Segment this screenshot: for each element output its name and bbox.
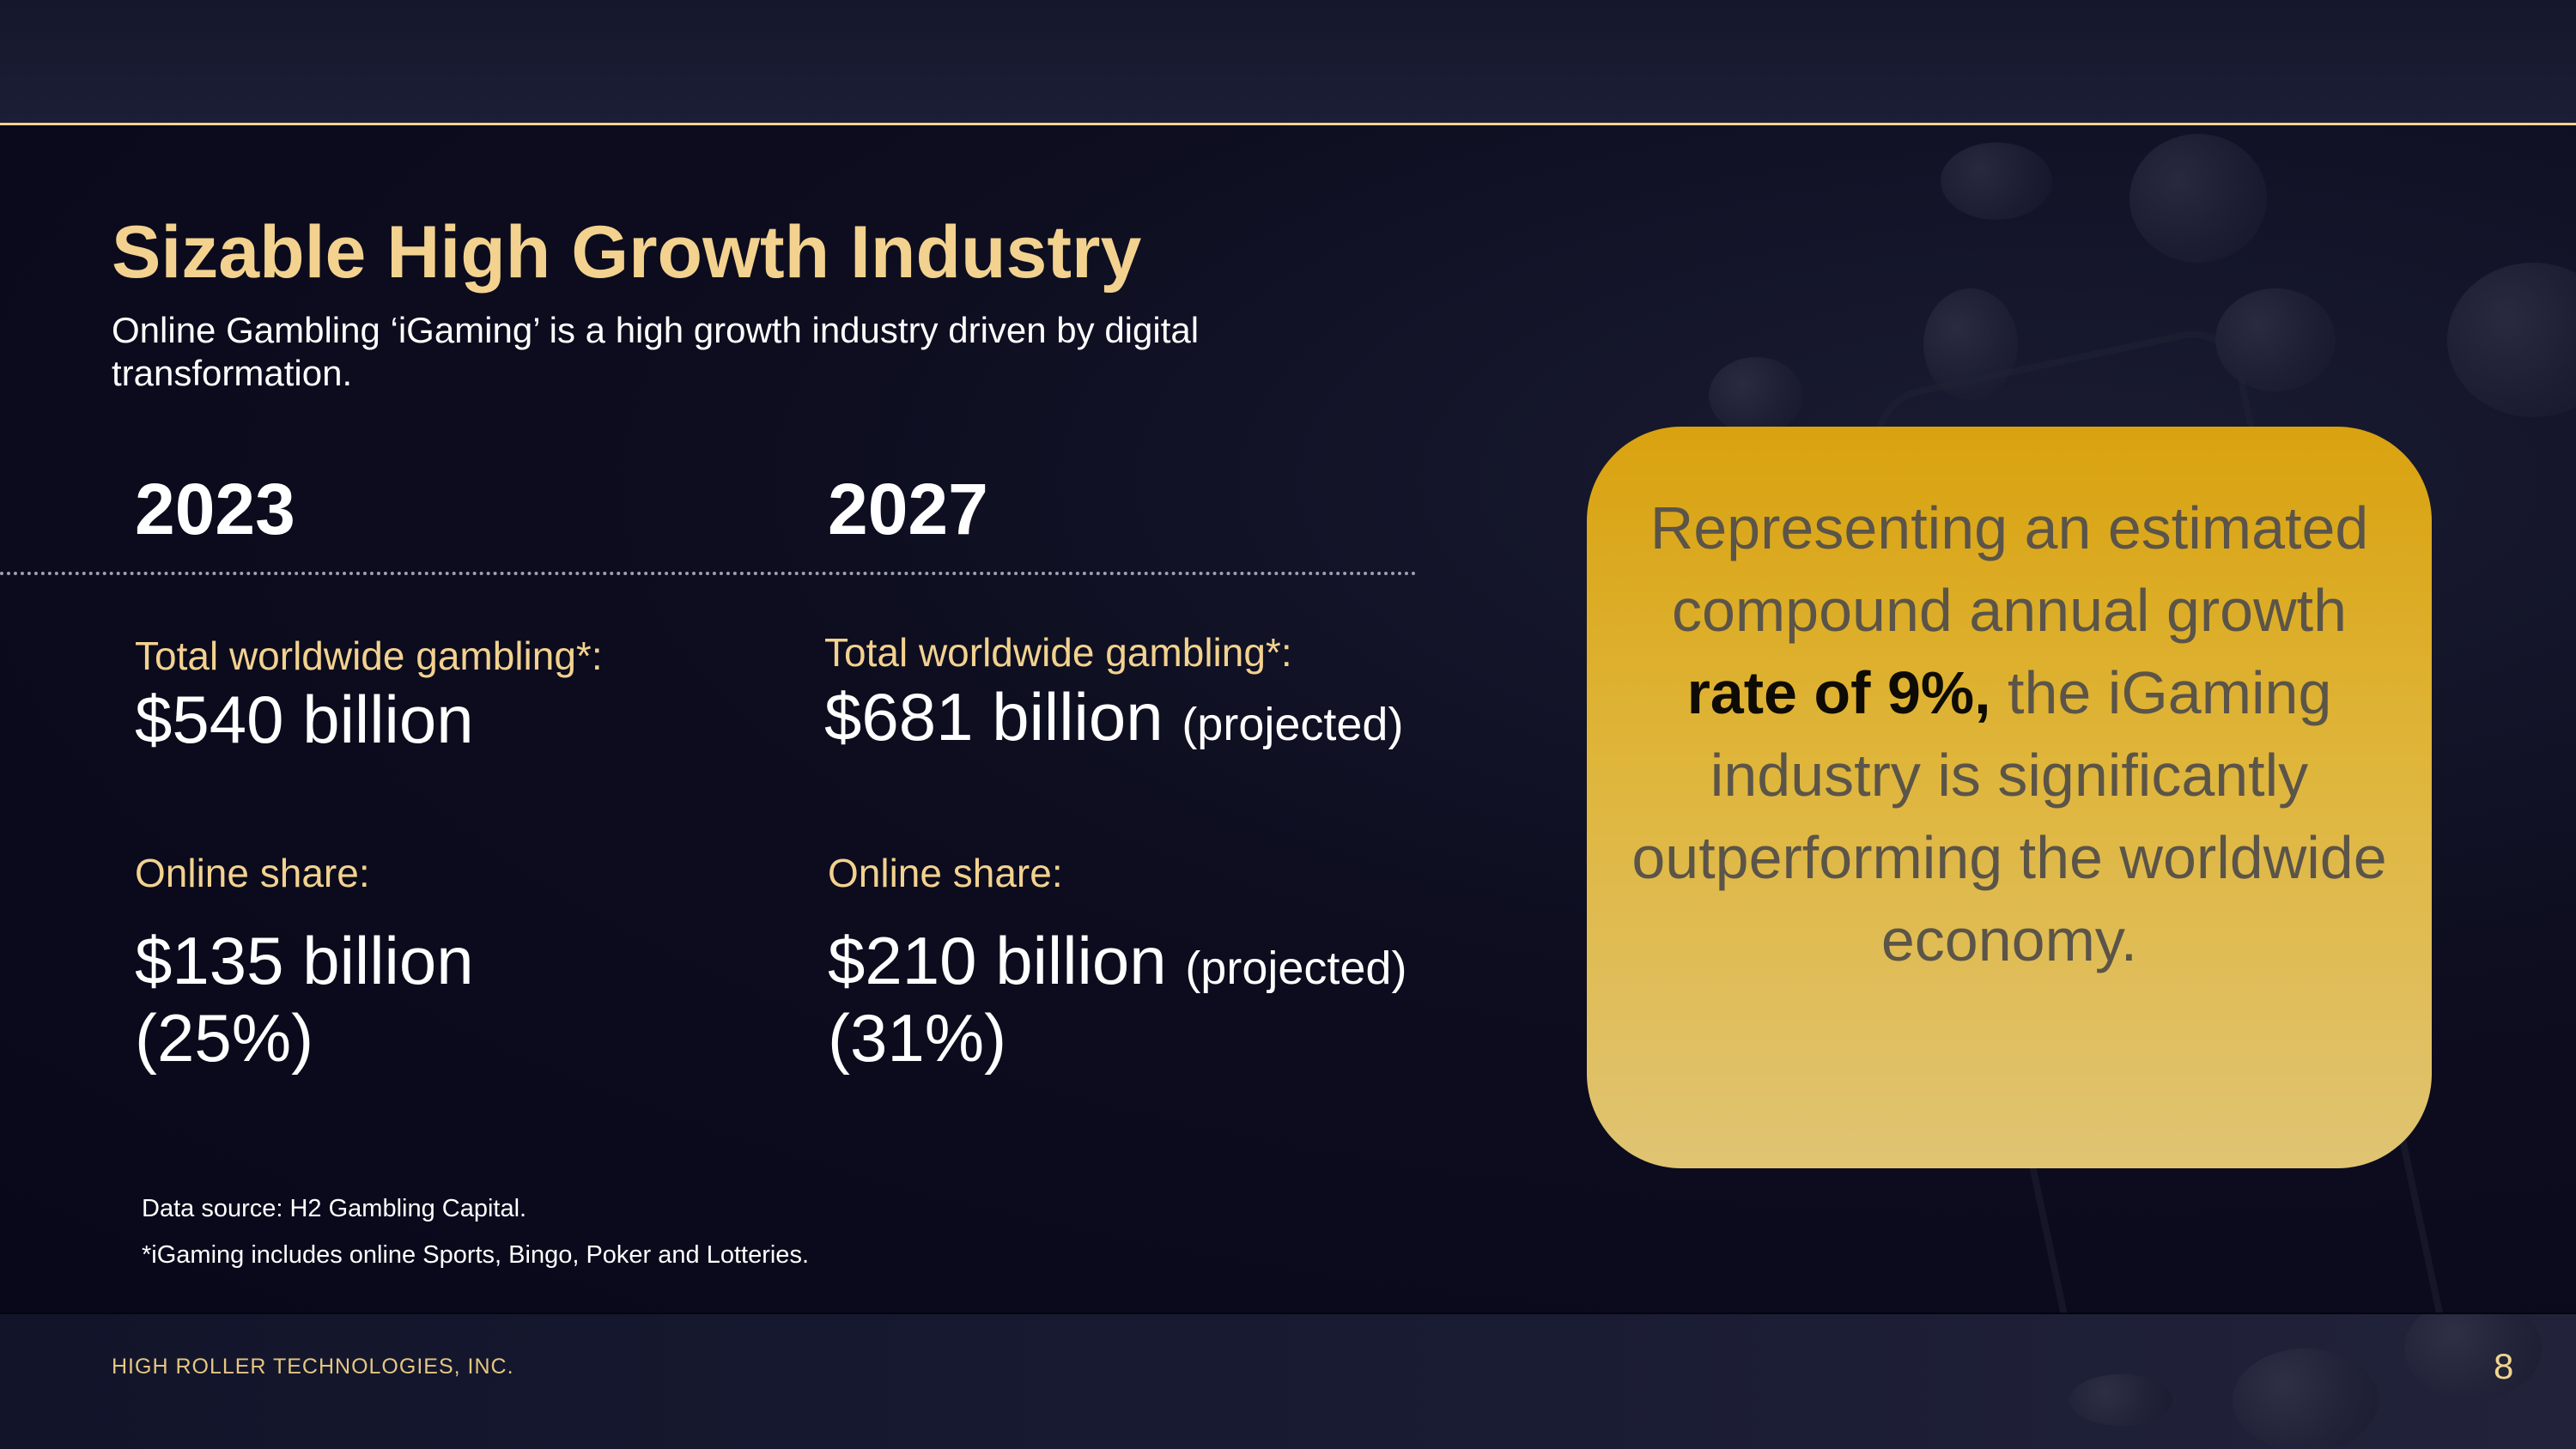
header-band xyxy=(0,0,2576,123)
decorative-chip-icon xyxy=(1709,357,1803,434)
online-share-percent-2027: (31%) xyxy=(828,1000,1007,1076)
decorative-chip-icon xyxy=(1941,142,2052,220)
total-gambling-amount-2023: $540 billion xyxy=(135,682,474,757)
company-name: HIGH ROLLER TECHNOLOGIES, INC. xyxy=(112,1355,514,1379)
online-share-amount-2027: $210 billion xyxy=(828,923,1167,998)
year-2023-heading: 2023 xyxy=(135,469,295,549)
page-title: Sizable High Growth Industry xyxy=(112,211,1142,294)
online-share-percent-2023: (25%) xyxy=(135,1000,314,1076)
projected-note-online-2027: (projected) xyxy=(1185,943,1407,994)
footer-band xyxy=(0,1314,2576,1449)
total-gambling-amount-2027: $681 billion xyxy=(824,679,1163,755)
decorative-chip-icon xyxy=(2233,1349,2379,1449)
page-number: 8 xyxy=(2494,1346,2514,1386)
data-source-footnote: Data source: H2 Gambling Capital. xyxy=(142,1195,527,1222)
igaming-definition-footnote: *iGaming includes online Sports, Bingo, … xyxy=(142,1241,809,1269)
decorative-chip-icon xyxy=(2129,134,2267,263)
total-gambling-value-2027: $681 billion (projected) xyxy=(824,678,1403,763)
decorative-chip-icon xyxy=(2215,288,2336,391)
total-gambling-value-2023: $540 billion xyxy=(135,681,474,758)
online-share-label-2027: Online share: xyxy=(828,851,1063,895)
dotted-divider xyxy=(0,572,1417,575)
decorative-chip-icon xyxy=(2447,263,2576,417)
decorative-chip-icon xyxy=(1923,288,2018,400)
growth-callout-card: Representing an estimated compound annua… xyxy=(1587,427,2432,1168)
footer-divider xyxy=(0,1313,2576,1314)
online-share-label-2023: Online share: xyxy=(135,851,370,895)
total-gambling-label-2027: Total worldwide gambling*: xyxy=(824,630,1292,675)
total-gambling-label-2023: Total worldwide gambling*: xyxy=(135,634,603,678)
callout-text-after: the iGaming industry is significantly ou… xyxy=(1631,659,2387,973)
callout-text-bold: rate of 9%, xyxy=(1686,659,1991,726)
online-share-value-2027: $210 billion (projected) xyxy=(828,922,1406,1007)
decorative-chip-icon xyxy=(2069,1374,2172,1426)
decorative-chip-icon xyxy=(2404,1314,2542,1400)
growth-callout-text: Representing an estimated compound annua… xyxy=(1621,487,2397,981)
page-subtitle: Online Gambling ‘iGaming’ is a high grow… xyxy=(112,310,1200,393)
callout-text-before: Representing an estimated compound annua… xyxy=(1649,494,2369,644)
projected-note-total-2027: (projected) xyxy=(1182,699,1404,750)
online-share-value-2023: $135 billion xyxy=(135,923,474,998)
year-2027-heading: 2027 xyxy=(828,469,988,549)
header-divider xyxy=(0,123,2576,125)
